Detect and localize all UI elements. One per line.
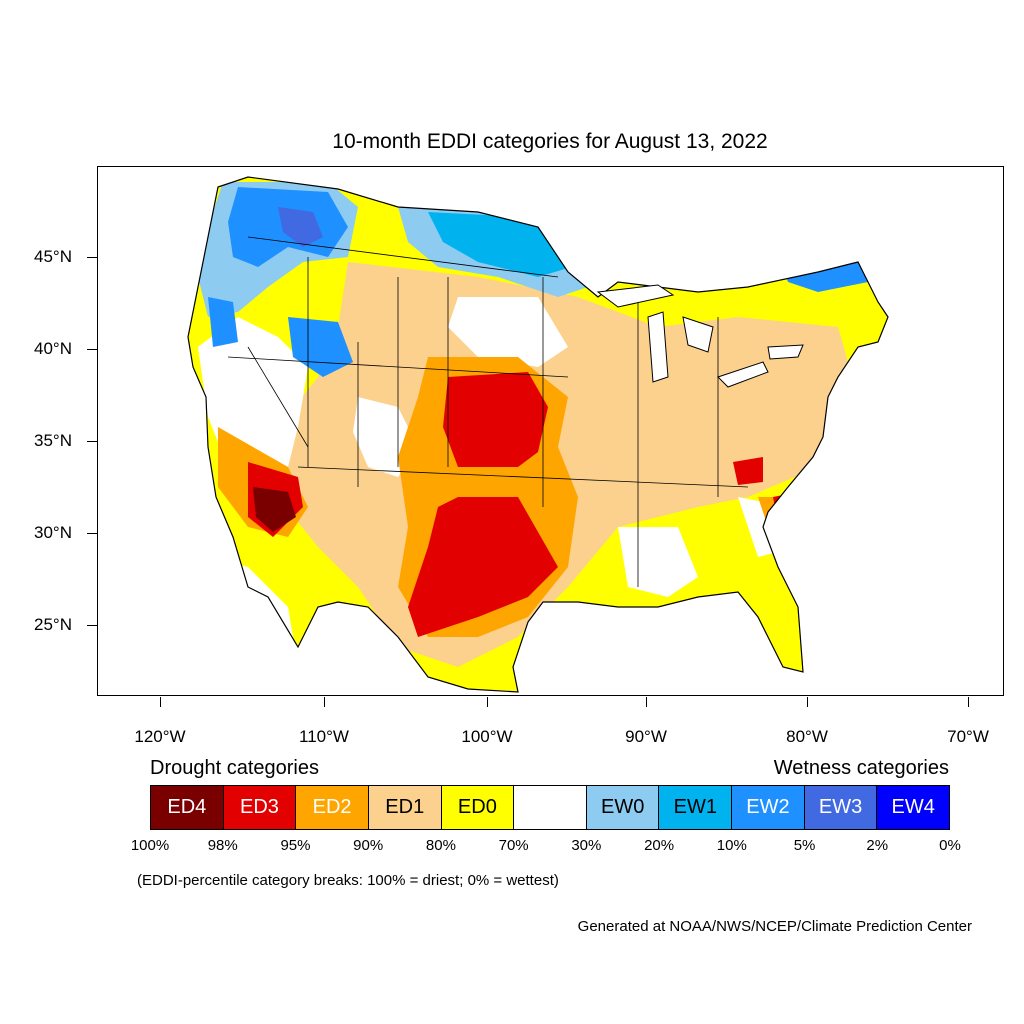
y-tick <box>87 349 97 350</box>
x-tick-label: 110°W <box>299 727 349 746</box>
x-tick-label: 90°W <box>625 727 667 746</box>
map-title: 10-month EDDI categories for August 13, … <box>332 130 768 153</box>
legend-box-ed4: ED4 <box>151 786 224 829</box>
legend-box-ew0: EW0 <box>586 786 660 829</box>
break-label: 10% <box>716 837 747 854</box>
x-tick-label: 100°W <box>461 727 513 746</box>
great-lakes <box>596 284 804 388</box>
x-tick-label: 120°W <box>134 727 186 746</box>
break-label: 98% <box>207 837 238 854</box>
legend-box-neutral <box>514 786 587 829</box>
legend-box-ew3: EW3 <box>804 786 878 829</box>
break-label: 20% <box>644 837 675 854</box>
legend-box-ew4: EW4 <box>877 786 950 829</box>
map-plot <box>97 166 1004 696</box>
category-legend: ED4 ED3 ED2 ED1 ED0 EW0 EW1 EW2 EW3 EW4 <box>150 785 950 830</box>
eddi-map <box>187 176 889 693</box>
x-tick-label: 80°W <box>786 727 828 746</box>
break-label: 2% <box>866 837 889 854</box>
y-tick <box>87 625 97 626</box>
break-label: 100% <box>130 837 170 854</box>
drought-heading: Drought categories <box>150 757 319 779</box>
wetness-heading: Wetness categories <box>773 757 949 779</box>
x-tick <box>324 697 325 707</box>
break-label: 5% <box>793 837 816 854</box>
x-tick <box>968 697 969 707</box>
y-tick-label: 25°N <box>34 615 72 634</box>
break-label: 0% <box>939 837 961 854</box>
x-tick-label: 70°W <box>947 727 989 746</box>
y-tick <box>87 533 97 534</box>
y-tick <box>87 441 97 442</box>
y-tick-label: 30°N <box>34 523 72 542</box>
legend-note: (EDDI-percentile category breaks: 100% =… <box>137 872 559 889</box>
break-label: 70% <box>498 837 529 854</box>
break-label: 80% <box>425 837 456 854</box>
legend-box-ed0: ED0 <box>441 786 515 829</box>
x-tick <box>646 697 647 707</box>
y-tick-label: 35°N <box>34 431 72 450</box>
x-tick <box>487 697 488 707</box>
break-label: 95% <box>280 837 311 854</box>
credit-text: Generated at NOAA/NWS/NCEP/Climate Predi… <box>577 918 972 935</box>
legend-box-ed1: ED1 <box>368 786 442 829</box>
legend-box-ed3: ED3 <box>223 786 297 829</box>
break-label: 90% <box>353 837 384 854</box>
y-tick-label: 45°N <box>34 247 72 266</box>
legend-box-ew2: EW2 <box>732 786 805 829</box>
x-tick <box>160 697 161 707</box>
legend-box-ew1: EW1 <box>659 786 733 829</box>
y-tick <box>87 257 97 258</box>
x-tick <box>807 697 808 707</box>
y-tick-label: 40°N <box>34 339 72 358</box>
legend-box-ed2: ED2 <box>296 786 369 829</box>
break-label: 30% <box>571 837 602 854</box>
state-borders <box>227 236 749 587</box>
